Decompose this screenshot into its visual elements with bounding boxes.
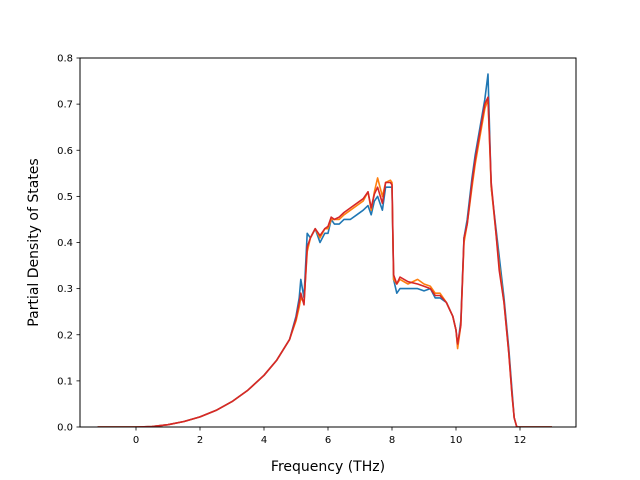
series-line-2 bbox=[97, 98, 552, 427]
y-tick-label: 0.6 bbox=[57, 146, 73, 157]
series-line-3 bbox=[97, 96, 552, 427]
y-axis-label: Partial Density of States bbox=[26, 158, 42, 326]
x-tick-label: 2 bbox=[197, 435, 203, 446]
x-tick-label: 6 bbox=[325, 435, 331, 446]
series-layer bbox=[97, 73, 552, 427]
y-tick-label: 0.7 bbox=[57, 100, 73, 111]
x-tick-label: 4 bbox=[261, 435, 267, 446]
plot-frame bbox=[79, 57, 577, 428]
y-axis-ticks: 0.0 0.1 0.2 0.3 0.4 0.5 0.6 0.7 0.8 bbox=[57, 54, 80, 434]
y-tick-label: 0.4 bbox=[57, 238, 73, 249]
y-tick-label: 0.1 bbox=[57, 376, 73, 387]
x-tick-label: 8 bbox=[389, 435, 395, 446]
x-axis-label: Frequency (THz) bbox=[271, 459, 385, 475]
y-tick-label: 0.8 bbox=[57, 54, 73, 65]
x-tick-label: 10 bbox=[450, 435, 463, 446]
series-line-1 bbox=[97, 73, 552, 427]
x-tick-label: 0 bbox=[133, 435, 139, 446]
y-tick-label: 0.3 bbox=[57, 284, 73, 295]
y-tick-label: 0.5 bbox=[57, 192, 73, 203]
x-axis-ticks: 0 2 4 6 8 10 12 bbox=[133, 427, 527, 446]
y-tick-label: 0.2 bbox=[57, 330, 73, 341]
x-tick-label: 12 bbox=[514, 435, 527, 446]
y-tick-label: 0.0 bbox=[57, 423, 73, 434]
